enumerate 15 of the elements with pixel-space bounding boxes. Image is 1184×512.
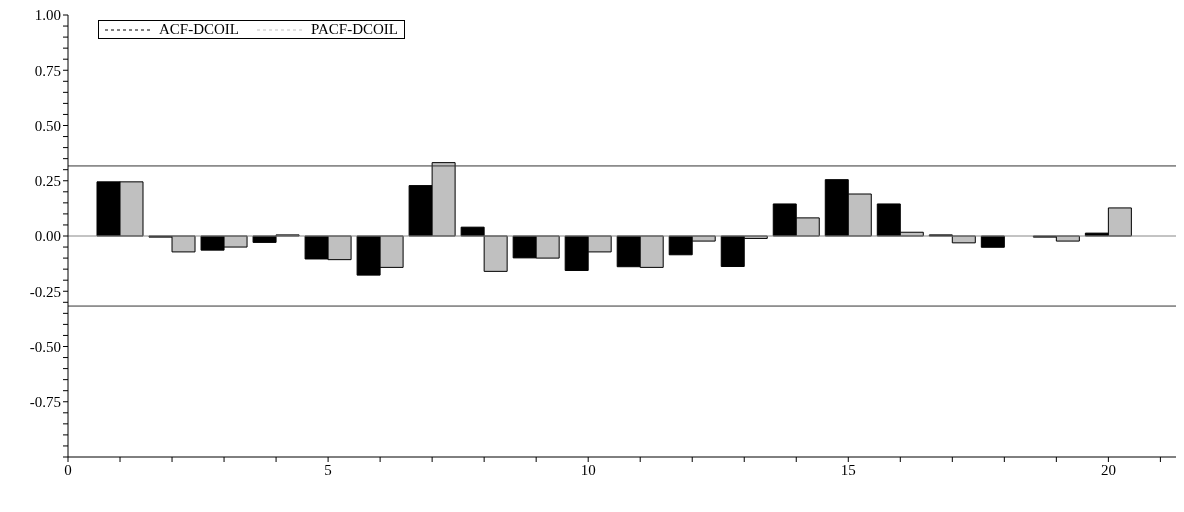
y-tick-label: -0.75 xyxy=(29,394,61,411)
y-tick-label: -0.25 xyxy=(29,283,61,300)
x-tick-label: 0 xyxy=(64,461,72,478)
y-tick-label: 0.00 xyxy=(34,228,61,245)
y-tick-label: -0.50 xyxy=(29,338,61,355)
y-tick-label: 0.75 xyxy=(34,62,61,79)
legend-label: PACF-DCOIL xyxy=(311,21,398,38)
x-tick-label: 15 xyxy=(840,461,856,478)
x-tick-label: 5 xyxy=(324,461,332,478)
x-tick-label: 10 xyxy=(580,461,596,478)
legend-label: ACF-DCOIL xyxy=(159,21,240,38)
x-tick-label: 20 xyxy=(1100,461,1116,478)
y-tick-label: 0.50 xyxy=(34,117,61,134)
y-tick-label: 1.00 xyxy=(34,7,61,24)
y-tick-label: 0.25 xyxy=(34,173,61,190)
